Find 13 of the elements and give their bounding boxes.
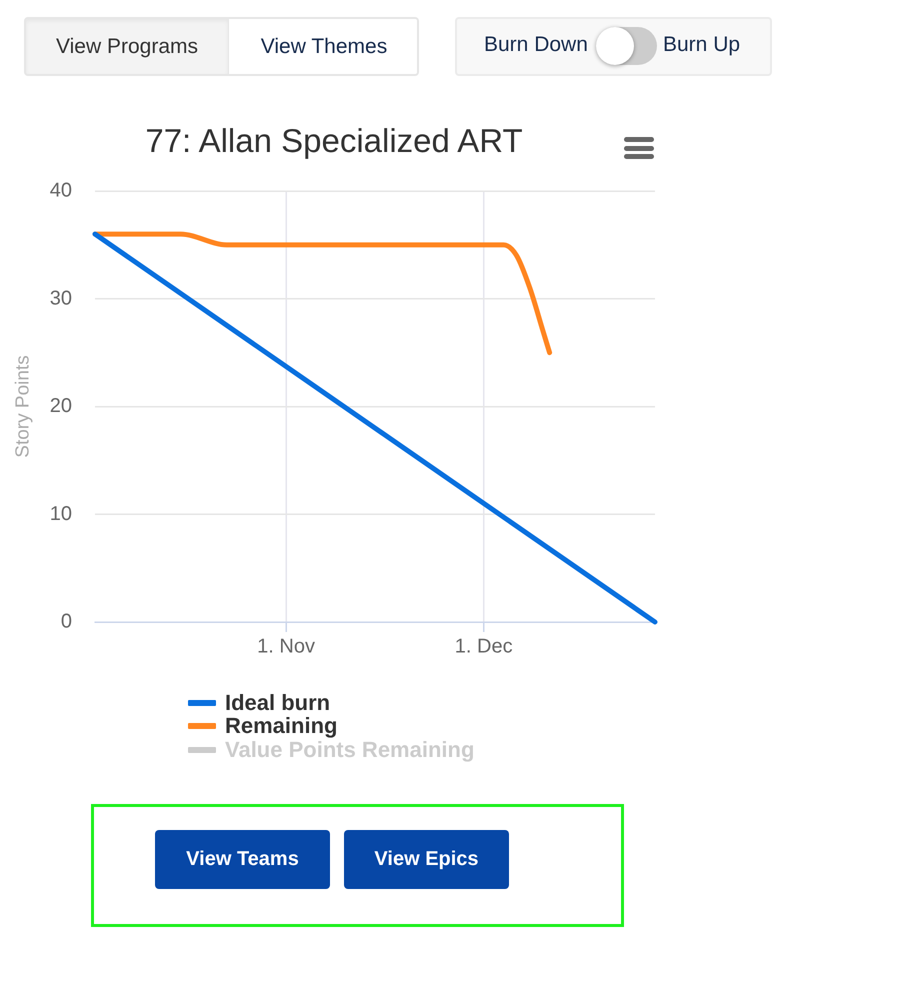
y-tick-label: 0 [60,610,72,633]
legend-label: Ideal burn [225,690,330,716]
x-tick-label: 1. Nov [257,636,315,658]
y-axis-title: Story Points [12,355,34,458]
chart-title: 77: Allan Specialized ART [144,121,524,161]
text: Burn Up [663,33,740,57]
text: Burn Down [484,33,588,57]
legend-label: Remaining [225,713,338,740]
y-tick-label: 20 [50,395,72,418]
y-tick-label: 40 [50,180,72,202]
y-tick-label: 10 [50,502,72,525]
x-tick-label: 1. Dec [454,636,513,658]
y-tick-label: 30 [50,287,72,310]
